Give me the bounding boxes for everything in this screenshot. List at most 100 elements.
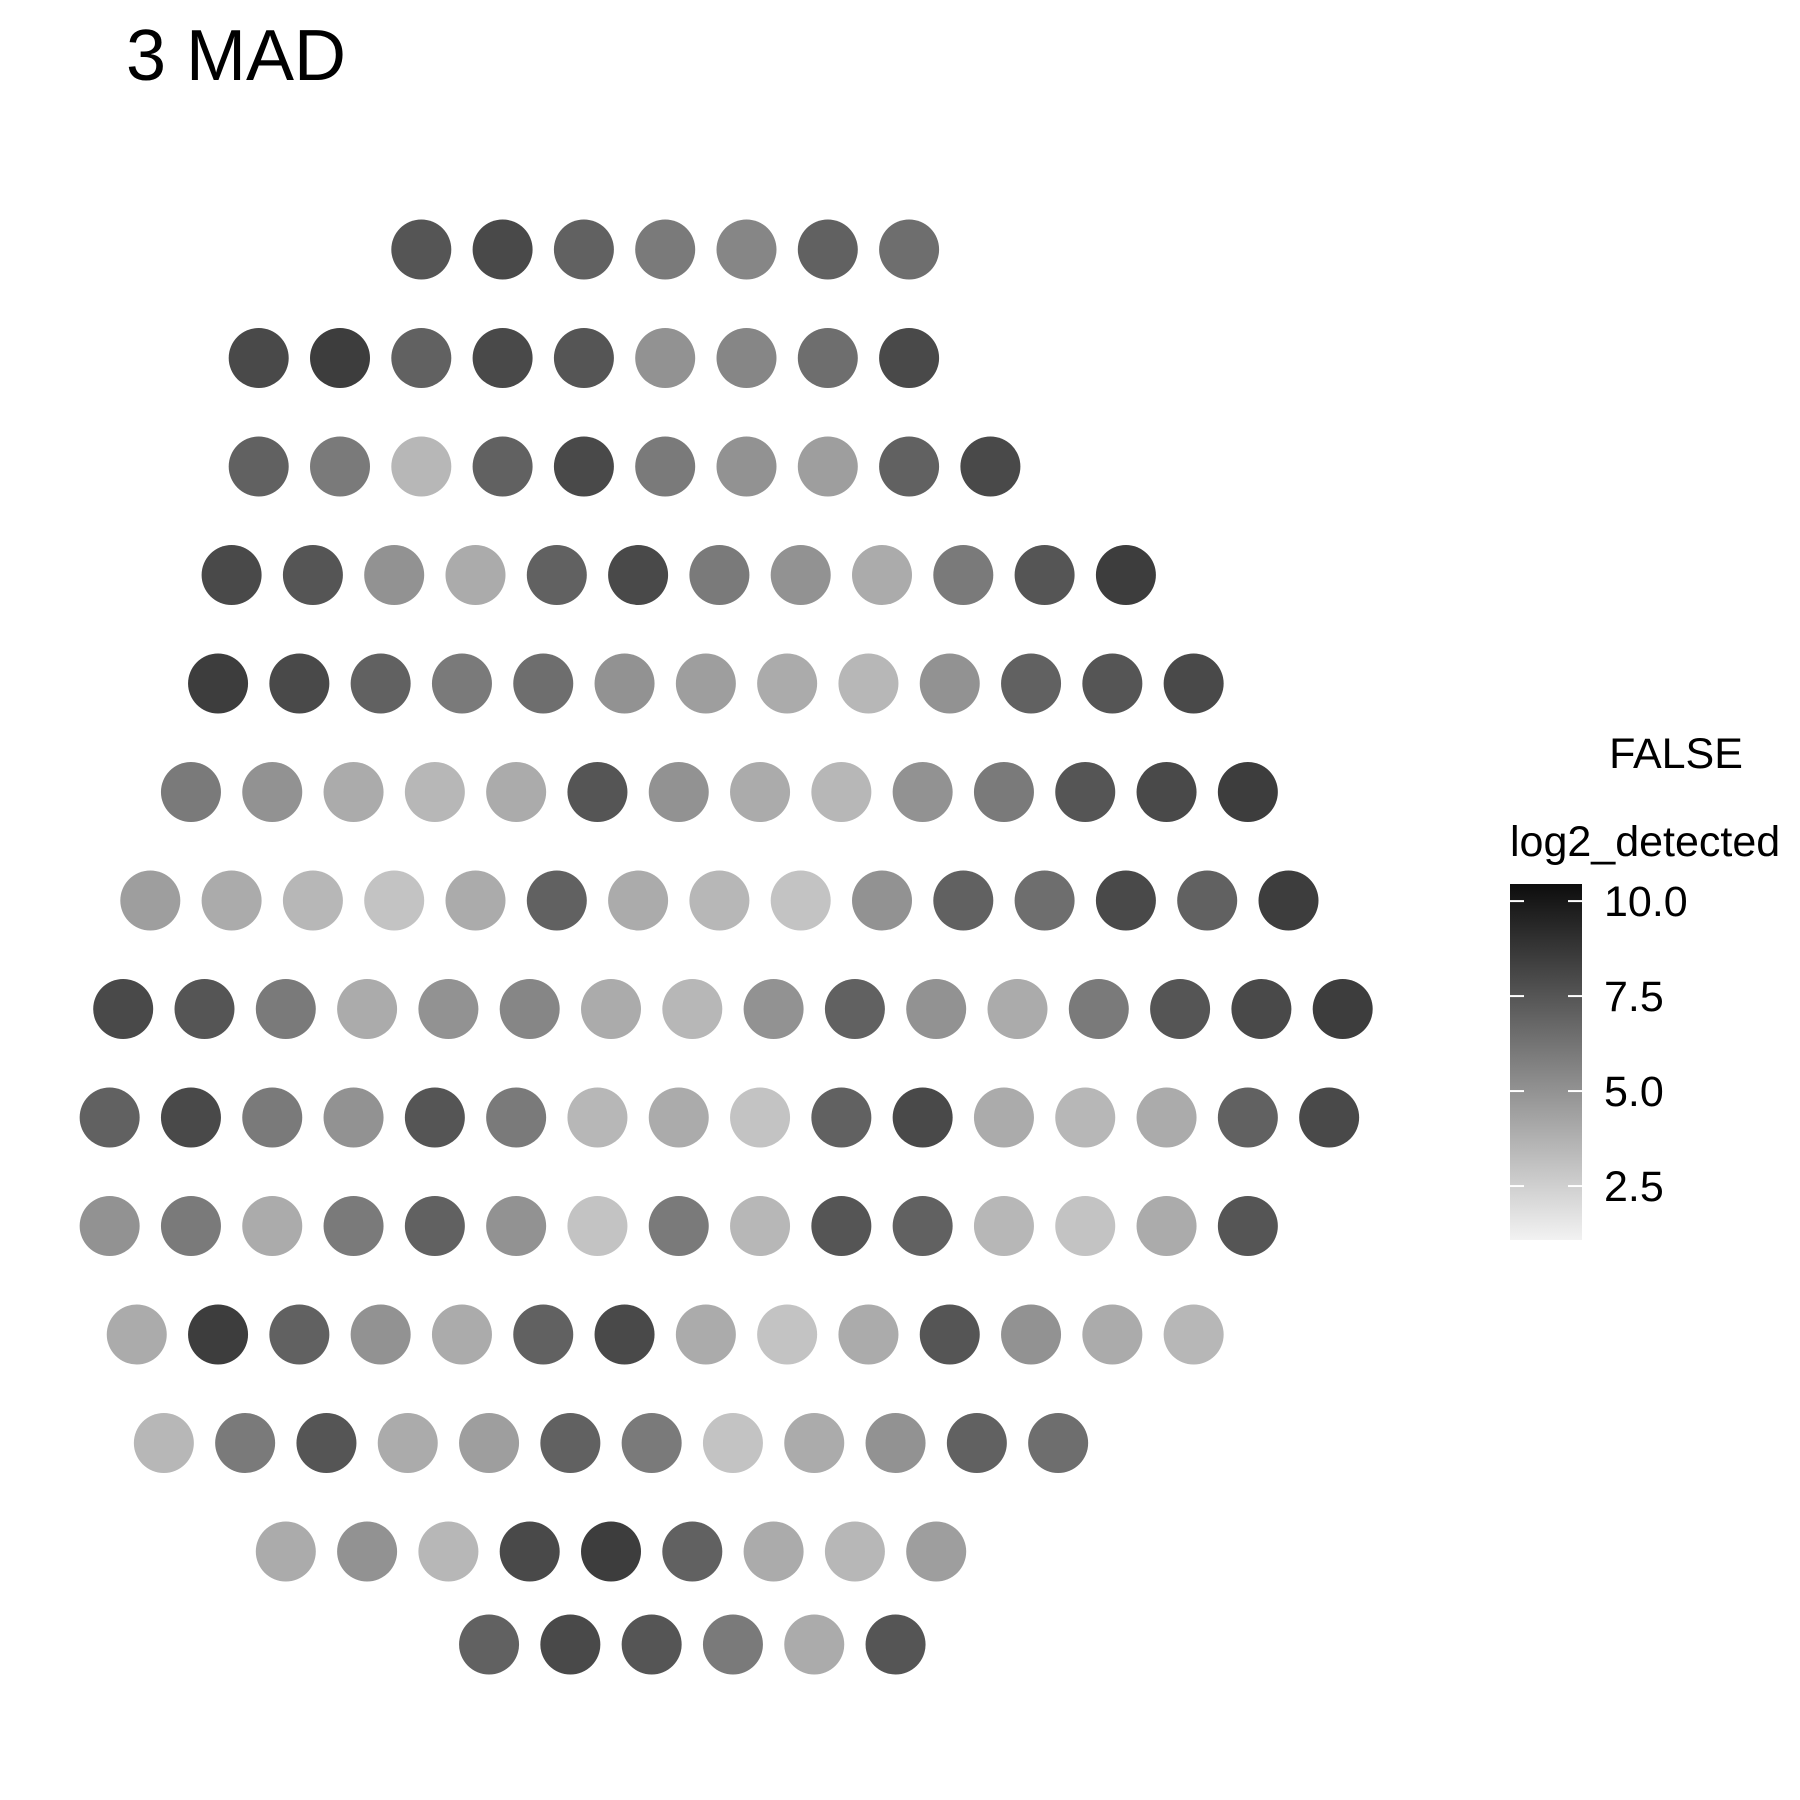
point — [797, 328, 858, 388]
point — [702, 1614, 763, 1675]
point — [377, 1413, 438, 1473]
point — [919, 653, 980, 714]
point — [852, 545, 912, 605]
point — [689, 870, 750, 931]
point — [310, 328, 370, 388]
point — [242, 762, 303, 822]
point — [242, 1087, 303, 1148]
point — [635, 436, 696, 497]
point — [1177, 870, 1238, 931]
point — [526, 870, 587, 931]
point — [404, 1196, 465, 1256]
point — [946, 1413, 1007, 1473]
point — [730, 762, 791, 822]
point — [120, 870, 181, 931]
point — [269, 1304, 330, 1365]
point — [879, 219, 940, 280]
point — [1163, 1304, 1224, 1365]
point — [174, 979, 235, 1039]
point — [472, 436, 533, 497]
point — [310, 436, 370, 497]
point — [730, 1196, 791, 1256]
point — [445, 870, 506, 931]
point — [323, 1196, 384, 1256]
point — [973, 1196, 1034, 1256]
point — [621, 1614, 682, 1675]
point — [621, 1413, 682, 1473]
point — [1014, 870, 1075, 931]
point — [255, 1521, 316, 1582]
point — [486, 1087, 547, 1148]
point — [404, 1087, 465, 1148]
point — [1082, 1304, 1143, 1365]
chart-title: 3 MAD — [126, 16, 346, 96]
point — [1136, 1087, 1197, 1148]
point — [486, 1196, 547, 1256]
point — [1217, 762, 1278, 822]
point — [350, 1304, 411, 1365]
point — [160, 1196, 221, 1256]
point — [973, 762, 1034, 822]
point — [635, 219, 696, 280]
point — [391, 436, 452, 497]
point — [892, 762, 953, 822]
point — [364, 545, 425, 605]
point — [1136, 1196, 1197, 1256]
point — [933, 545, 994, 605]
colorbar-tick-label: 10.0 — [1604, 878, 1688, 926]
point — [1150, 979, 1211, 1039]
point — [133, 1413, 194, 1473]
point — [567, 1196, 628, 1256]
point — [811, 1196, 872, 1256]
point — [933, 870, 994, 931]
point — [608, 870, 669, 931]
point — [648, 1087, 709, 1148]
point — [242, 1196, 303, 1256]
point — [865, 1614, 926, 1675]
point — [526, 545, 587, 605]
point — [160, 1087, 221, 1148]
point — [757, 653, 818, 714]
point — [459, 1614, 520, 1675]
point — [106, 1304, 167, 1365]
point — [431, 1304, 492, 1365]
point — [743, 1521, 804, 1582]
point — [282, 545, 343, 605]
point — [824, 1521, 885, 1582]
point — [1028, 1413, 1089, 1473]
point — [675, 653, 736, 714]
point — [472, 219, 533, 280]
point — [364, 870, 425, 931]
point — [770, 870, 831, 931]
point — [93, 979, 154, 1039]
point — [553, 328, 614, 388]
point — [1217, 1196, 1278, 1256]
point — [228, 328, 289, 388]
point — [662, 1521, 723, 1582]
point — [1055, 1196, 1116, 1256]
point — [404, 762, 465, 822]
point — [1136, 762, 1197, 822]
point — [581, 1521, 641, 1582]
point — [608, 545, 669, 605]
point — [553, 219, 614, 280]
point — [865, 1413, 926, 1473]
colorbar-tick-label: 7.5 — [1604, 973, 1664, 1021]
point — [635, 328, 696, 388]
point — [811, 762, 872, 822]
point — [1231, 979, 1292, 1039]
point — [662, 979, 723, 1039]
colorbar-tick-label: 5.0 — [1604, 1068, 1664, 1116]
point — [201, 545, 262, 605]
colorbar — [1510, 884, 1582, 1240]
point — [824, 979, 885, 1039]
point — [188, 1304, 249, 1365]
point — [1014, 545, 1075, 605]
point — [811, 1087, 872, 1148]
point — [1095, 545, 1156, 605]
point — [784, 1614, 845, 1675]
colorbar-tick-label: 2.5 — [1604, 1163, 1664, 1211]
point — [716, 436, 777, 497]
point — [337, 1521, 398, 1582]
